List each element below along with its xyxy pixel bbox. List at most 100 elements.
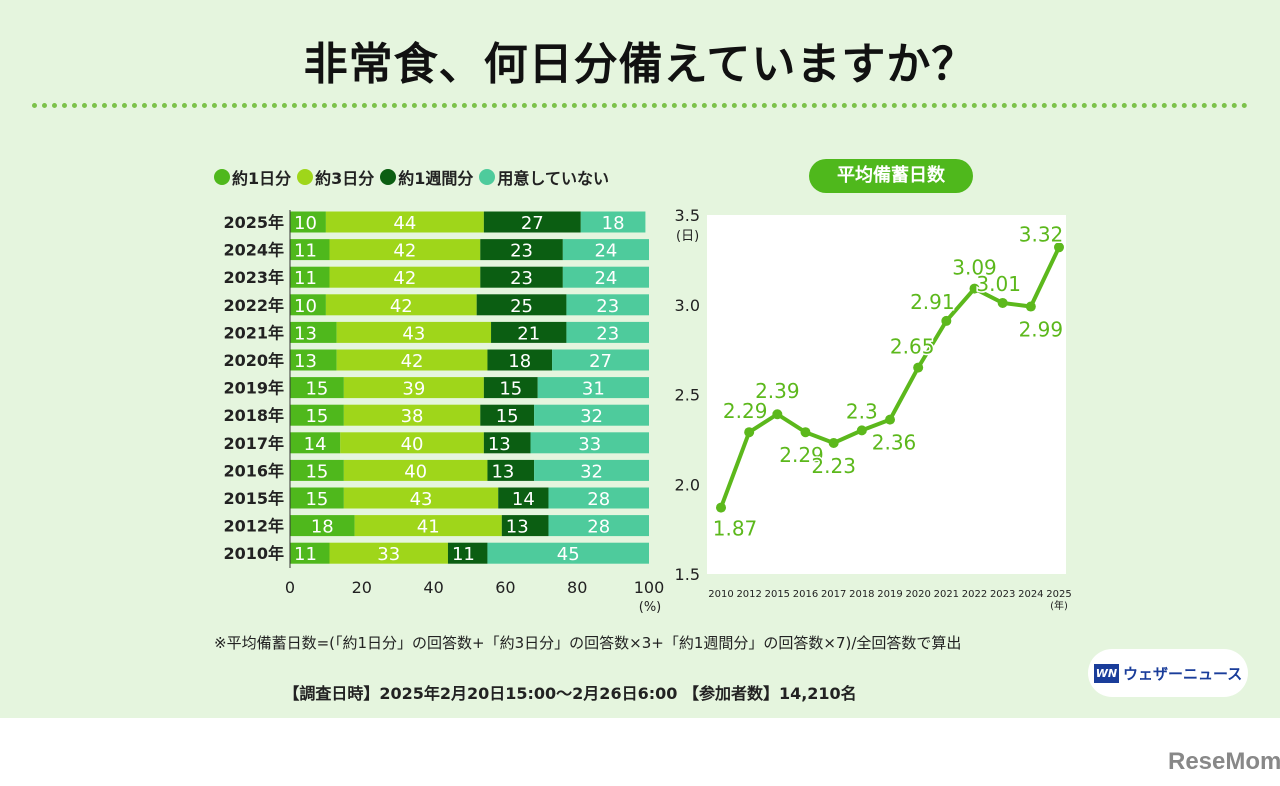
bar-data-label: 43 xyxy=(410,489,433,510)
bar-data-label: 32 xyxy=(580,406,603,427)
bar-segment xyxy=(290,294,326,316)
bar-segment xyxy=(487,349,553,371)
legend-label: 約1週間分 xyxy=(398,169,474,188)
line-point xyxy=(969,283,980,294)
bar-segment xyxy=(336,349,488,371)
bar-segment xyxy=(480,266,563,288)
x-tick-label: 2024 xyxy=(1018,589,1043,600)
bar-category-label: 2023年 xyxy=(223,268,284,287)
point-label: 2.29 xyxy=(723,399,768,423)
dotted-divider xyxy=(32,103,1248,108)
bar-category-label: 2012年 xyxy=(223,517,284,536)
line-point xyxy=(1054,242,1064,253)
bar-segment xyxy=(483,211,581,233)
bar-segment xyxy=(548,487,649,509)
point-label: 3.32 xyxy=(1019,222,1064,246)
legend-item: 約3日分 xyxy=(297,165,374,189)
bar-category-label: 2019年 xyxy=(223,379,284,398)
bar-segment xyxy=(290,377,344,399)
x-unit-label: (%) xyxy=(639,600,662,615)
bar-segment xyxy=(483,377,538,399)
line-point xyxy=(716,502,726,513)
bar-category-label: 2021年 xyxy=(223,323,284,342)
bar-segment xyxy=(343,377,484,399)
point-label: 2.29 xyxy=(779,443,824,467)
bar-data-label: 15 xyxy=(305,489,328,510)
bar-segment xyxy=(562,239,649,261)
x-tick-label: 100 xyxy=(634,578,665,597)
bar-segment xyxy=(325,211,484,233)
resemom-watermark: ReseMom xyxy=(1168,748,1280,775)
bar-data-label: 23 xyxy=(510,241,533,262)
bar-data-label: 45 xyxy=(557,544,580,565)
bar-data-label: 44 xyxy=(393,213,416,234)
bar-segment xyxy=(343,404,481,426)
survey-info: 【調査日時】2025年2月20日15:00〜2月26日6:00 【参加者数】14… xyxy=(283,684,857,703)
bar-segment xyxy=(480,404,535,426)
bar-data-label: 11 xyxy=(294,241,317,262)
bar-data-label: 24 xyxy=(594,241,617,262)
bar-data-label: 15 xyxy=(499,379,522,400)
bar-data-label: 33 xyxy=(578,434,601,455)
bar-data-label: 13 xyxy=(491,461,514,482)
line-point xyxy=(1025,301,1036,312)
point-label: 3.09 xyxy=(952,256,997,280)
bar-data-label: 24 xyxy=(594,268,617,289)
bar-data-label: 11 xyxy=(294,268,317,289)
bar-segment xyxy=(580,211,646,233)
bar-data-label: 14 xyxy=(304,434,327,455)
bar-segment xyxy=(329,542,448,564)
line-chart-title: 平均備蓄日数 xyxy=(809,159,973,193)
bar-segment xyxy=(325,294,477,316)
bar-data-label: 23 xyxy=(596,323,619,344)
bar-data-label: 15 xyxy=(305,406,328,427)
line-point xyxy=(828,437,839,448)
bar-data-label: 18 xyxy=(311,517,334,538)
plot-area xyxy=(707,215,1066,574)
point-label: 2.99 xyxy=(1019,318,1064,342)
bar-category-label: 2025年 xyxy=(223,213,284,232)
bar-category-label: 2018年 xyxy=(223,406,284,425)
bar-segment xyxy=(487,542,649,564)
bar-segment xyxy=(566,294,649,316)
bar-data-label: 11 xyxy=(452,544,475,565)
bar-category-label: 2010年 xyxy=(223,544,284,563)
logo-mark: WN xyxy=(1093,663,1120,683)
bar-data-label: 13 xyxy=(506,517,529,538)
line-point xyxy=(800,427,811,438)
x-tick-label: 2010 xyxy=(708,589,733,600)
bar-data-label: 18 xyxy=(508,351,531,372)
bar-data-label: 23 xyxy=(510,268,533,289)
bar-data-label: 11 xyxy=(294,544,317,565)
bar-segment xyxy=(290,321,337,343)
bar-data-label: 15 xyxy=(305,461,328,482)
x-tick-label: 2012 xyxy=(736,589,761,600)
bar-segment xyxy=(537,377,649,399)
bar-data-label: 38 xyxy=(401,406,424,427)
point-label: 2.36 xyxy=(872,431,917,455)
legend: 約1日分 約3日分 約1週間分 用意していない xyxy=(214,165,609,189)
x-tick-label: 60 xyxy=(495,578,515,597)
calculation-note: ※平均備蓄日数=(「約1日分」の回答数+「約3日分」の回答数×3+「約1週間分」… xyxy=(214,634,962,652)
x-tick-label: 2025 xyxy=(1046,589,1071,600)
x-tick-label: 40 xyxy=(423,578,443,597)
bar-segment xyxy=(480,239,563,261)
bar-segment xyxy=(290,459,344,481)
bar-segment xyxy=(501,515,549,537)
bar-segment xyxy=(552,349,649,371)
legend-item: 約1週間分 xyxy=(380,165,473,189)
y-tick-label: 2.5 xyxy=(675,386,700,405)
point-label: 2.39 xyxy=(755,379,800,403)
x-tick-label: 2015 xyxy=(765,589,790,600)
legend-dot-icon xyxy=(214,169,230,185)
bar-data-label: 42 xyxy=(390,296,413,317)
y-unit-label: (日) xyxy=(676,229,699,244)
legend-item: 用意していない xyxy=(479,165,609,189)
bar-data-label: 15 xyxy=(305,379,328,400)
bar-segment xyxy=(290,487,344,509)
bar-segment xyxy=(290,542,330,564)
bar-data-label: 13 xyxy=(488,434,511,455)
bar-data-label: 39 xyxy=(402,379,425,400)
bar-data-label: 31 xyxy=(582,379,605,400)
bar-segment xyxy=(290,239,330,261)
